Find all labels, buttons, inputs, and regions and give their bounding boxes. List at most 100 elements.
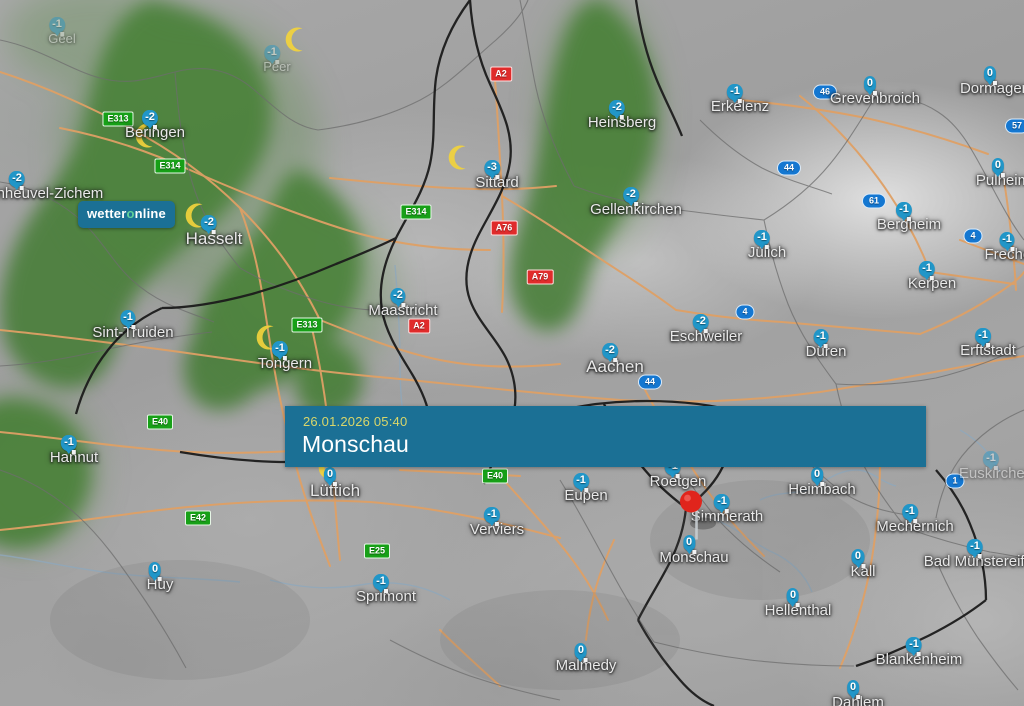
city-marker[interactable]: 0 Monschau [659, 532, 729, 566]
city-dot-icon [978, 554, 982, 558]
city-label: Erkelenz [710, 98, 770, 115]
city-marker[interactable]: 0 Lüttich [310, 464, 360, 500]
moon-clear-night-icon [253, 323, 283, 358]
city-label: Kerpen [907, 275, 957, 292]
city-marker[interactable]: -2 Maastricht [368, 285, 438, 319]
city-marker[interactable]: -2 Aachen [586, 340, 644, 376]
city-marker[interactable]: -1 Jülich [748, 227, 786, 261]
city-dot-icon [1010, 247, 1014, 251]
city-marker[interactable]: -1 Sint-Truiden [92, 307, 174, 341]
city-marker[interactable]: -1Frechen [984, 229, 1024, 263]
location-pin-marker[interactable] [677, 490, 717, 547]
city-marker[interactable]: -1 Kerpen [908, 258, 956, 292]
city-label: Lüttich [309, 481, 361, 500]
city-marker[interactable]: -1 Verviers [470, 504, 524, 538]
city-dot-icon [60, 32, 64, 36]
city-label: Euskirchen [958, 465, 1024, 482]
city-label: Malmedy [555, 657, 617, 674]
city-marker[interactable]: -2 Gellenkirchen [590, 184, 682, 218]
city-label: Eupen [564, 487, 608, 504]
location-info-bar: 26.01.2026 05:40 Monschau [285, 406, 926, 467]
temperature-badge: -1 [902, 504, 918, 523]
city-marker[interactable]: -2 Beringen [125, 107, 185, 141]
temperature-badge: -1 [813, 329, 829, 348]
moon-clear-night-icon [445, 143, 475, 178]
city-label: Pulheim [975, 172, 1024, 189]
city-marker[interactable]: -1 Düren [806, 326, 846, 360]
city-marker[interactable]: 0 Dahlem [832, 677, 884, 706]
city-marker[interactable]: -1 Eupen [564, 470, 608, 504]
city-label: Tongern [257, 355, 313, 372]
city-label: Gellenkirchen [590, 201, 682, 218]
city-label: Frechen [984, 246, 1024, 263]
city-dot-icon [985, 343, 990, 347]
temperature-badge: 0 [983, 66, 997, 85]
city-label: Hellenthal [764, 602, 832, 619]
city-marker[interactable]: -1 Bergheim [877, 199, 941, 233]
city-marker[interactable]: 0 Hellenthal [764, 585, 832, 619]
temperature-badge: 0 [574, 643, 588, 662]
temperature-badge: -1 [983, 451, 999, 470]
city-marker[interactable]: 0 Dormagen [960, 63, 1024, 97]
city-dot-icon [72, 450, 76, 454]
city-marker[interactable]: 0 Grevenbroich [830, 73, 920, 107]
city-marker[interactable]: -1 Mechernich [876, 501, 954, 535]
city-marker[interactable]: -2 Eschweiler [670, 311, 742, 345]
city-dot-icon [584, 488, 588, 492]
wetteronline-logo[interactable]: wetteronline [78, 201, 175, 228]
logo-text-part1: wetter [87, 206, 127, 221]
city-dot-icon [275, 60, 279, 64]
city-marker[interactable]: -2 Heinsberg [588, 97, 656, 131]
city-marker[interactable]: -1 Geel [48, 14, 76, 46]
info-bar-timestamp: 26.01.2026 05:40 [303, 414, 408, 429]
city-label: Monschau [659, 549, 729, 566]
temperature-badge: -2 [623, 187, 639, 206]
city-marker[interactable]: -1Euskirchen [959, 448, 1024, 482]
city-dot-icon [912, 519, 917, 523]
city-dot-icon [612, 358, 617, 362]
city-label: Hasselt [185, 229, 243, 248]
temperature-badge: -2 [201, 215, 217, 234]
city-label: Sittard [475, 174, 519, 191]
temperature-badge: -1 [754, 230, 770, 249]
city-dot-icon [872, 91, 877, 95]
city-dot-icon [993, 466, 998, 470]
city-marker[interactable]: 0 Heimbach [788, 464, 856, 498]
city-marker[interactable]: -1 Erftstadt [960, 325, 1016, 359]
city-marker[interactable]: 0 Pulheim [976, 155, 1024, 189]
city-marker[interactable]: -1 Hannut [50, 432, 98, 466]
moon-clear-night-icon [182, 201, 212, 236]
city-label: Jülich [747, 244, 787, 261]
city-marker[interactable]: -2Scherpenheuvel-Zichem [0, 168, 103, 202]
city-label: Sint-Truiden [92, 324, 174, 341]
city-dot-icon [856, 695, 860, 699]
temperature-badge: -3 [484, 160, 500, 179]
city-marker[interactable]: -1 Peer [263, 42, 291, 74]
city-marker[interactable]: -2 Hasselt [185, 212, 243, 248]
city-marker[interactable]: -1 Tongern [258, 338, 312, 372]
city-marker[interactable]: 0 Huy [147, 559, 173, 593]
map-pin-icon [680, 490, 716, 540]
city-label: Mechernich [876, 518, 954, 535]
city-dot-icon [494, 175, 499, 179]
road-shield-d: 44 [637, 374, 663, 390]
city-marker[interactable]: -3 Sittard [475, 157, 519, 191]
city-marker[interactable]: -1 Erkelenz [711, 81, 769, 115]
city-marker[interactable]: 0 Malmedy [555, 640, 617, 674]
road-shield-e: E314 [400, 204, 432, 220]
city-label: Roetgen [649, 473, 707, 490]
city-marker[interactable]: -1 Sprimont [356, 571, 416, 605]
city-marker[interactable]: 0 Kall [850, 546, 876, 580]
city-dot-icon [495, 522, 499, 526]
city-marker[interactable]: -1 Simmerath [691, 491, 763, 525]
city-label: Bergheim [876, 216, 942, 233]
city-dot-icon [333, 482, 337, 486]
city-marker[interactable]: -1 Blankenheim [876, 634, 962, 668]
city-dot-icon [725, 509, 729, 513]
road-shield-d: 1 [945, 473, 965, 489]
city-dot-icon [131, 325, 135, 329]
temperature-badge: -1 [49, 17, 65, 36]
temperature-badge: 0 [810, 467, 824, 486]
